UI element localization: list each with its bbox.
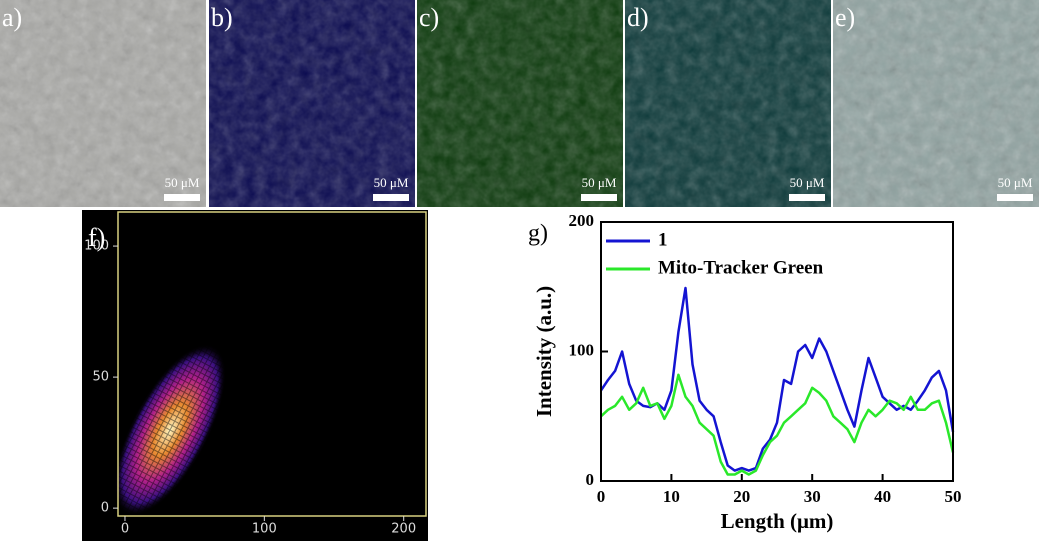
- x-tick-label: 0: [597, 487, 606, 506]
- x-axis-title: Length (μm): [721, 509, 834, 533]
- micrograph-texture: [833, 0, 1039, 207]
- panel-label: a): [2, 3, 22, 32]
- scale-bar-label: 50 μM: [165, 175, 200, 190]
- scale-bar-label: 50 μM: [582, 175, 617, 190]
- micrograph-texture: [417, 0, 623, 207]
- micrograph-texture: [209, 0, 415, 207]
- panel-label: b): [211, 3, 233, 32]
- scale-bar-label: 50 μM: [790, 175, 825, 190]
- y-tick-label: 0: [101, 501, 109, 516]
- y-tick-label: 100: [569, 340, 595, 359]
- density-cloud: [114, 344, 226, 516]
- scale-bar: [373, 194, 409, 201]
- x-tick-label: 30: [804, 487, 821, 506]
- y-axis-title: Intensity (a.u.): [532, 286, 556, 417]
- x-tick-label: 100: [252, 522, 277, 537]
- microscopy-panels: a) 50 μM b) 50 μM c) 50 μM d) 50 μM e) 50 μM: [0, 0, 1039, 207]
- y-tick-label: 200: [569, 211, 595, 230]
- panel-label: g): [528, 221, 548, 247]
- x-tick-label: 0: [121, 522, 129, 537]
- legend-label: Mito-Tracker Green: [658, 257, 824, 278]
- y-tick-label: 0: [586, 470, 595, 489]
- y-tick-label: 50: [92, 370, 109, 385]
- series-line: [600, 373, 955, 476]
- scale-bar-label: 50 μM: [998, 175, 1033, 190]
- scale-bar: [581, 194, 617, 201]
- x-tick-label: 10: [663, 487, 680, 506]
- x-tick-label: 50: [945, 487, 962, 506]
- scale-bar-label: 50 μM: [374, 175, 409, 190]
- x-tick-label: 40: [874, 487, 891, 506]
- panel-label: d): [627, 3, 649, 32]
- panel-label: e): [835, 3, 855, 32]
- plot-frame: [117, 211, 427, 517]
- scale-bar: [789, 194, 825, 201]
- scale-bar: [997, 194, 1033, 201]
- series-line: [599, 286, 955, 472]
- panel-label: f): [88, 223, 105, 252]
- panel-label: c): [419, 3, 439, 32]
- x-tick-label: 20: [733, 487, 750, 506]
- micrograph-texture: [0, 0, 206, 207]
- x-tick-label: 200: [391, 522, 416, 537]
- y-tick-label: 100: [84, 239, 109, 254]
- legend-label: 1: [658, 229, 668, 250]
- scale-bar: [164, 194, 200, 201]
- micrograph-texture: [625, 0, 831, 207]
